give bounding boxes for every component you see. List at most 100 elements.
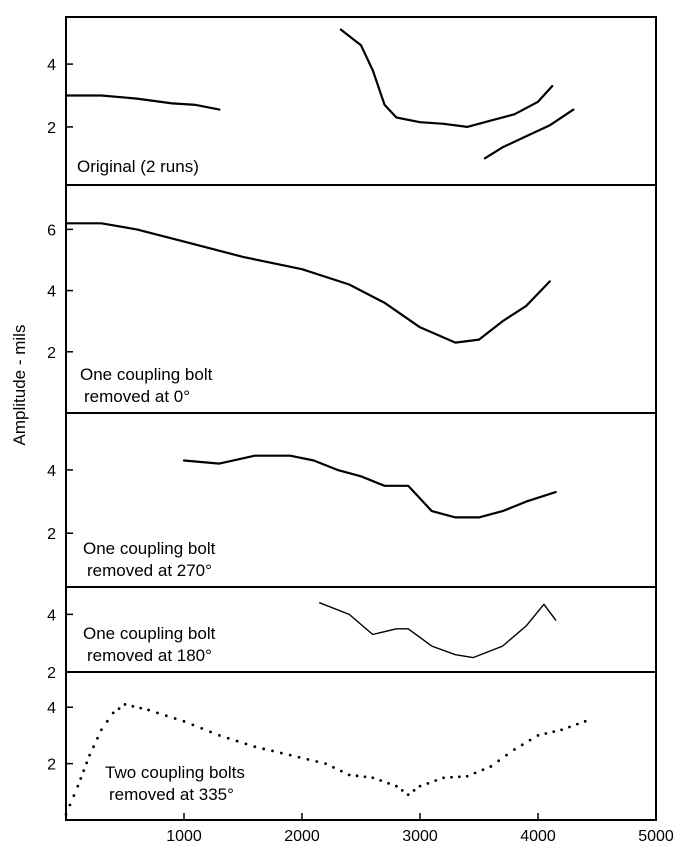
- data-point: [400, 789, 404, 792]
- y-tick-label: 2: [47, 526, 56, 543]
- y-tick-label: 4: [47, 463, 56, 480]
- y-axis-title: Amplitude - mils: [10, 325, 29, 446]
- data-point: [450, 775, 453, 779]
- data-point: [100, 728, 103, 732]
- series-line-1: [64, 94, 221, 111]
- data-point: [481, 768, 485, 772]
- data-point: [156, 711, 159, 715]
- data-point: [363, 775, 367, 779]
- data-point: [279, 751, 283, 755]
- data-point: [324, 762, 327, 766]
- panel-label: One coupling bolt: [83, 624, 216, 643]
- y-tick-label: 4: [47, 700, 56, 717]
- series-line-3: [483, 108, 575, 160]
- y-tick-label: 6: [47, 222, 56, 239]
- data-point: [92, 745, 95, 749]
- data-point: [332, 765, 335, 769]
- data-point: [513, 748, 516, 751]
- data-point: [442, 776, 445, 780]
- data-point: [395, 784, 398, 788]
- data-point: [544, 732, 548, 735]
- panel-1: 2 4 Original (2 runs): [47, 28, 575, 176]
- y-tick-label: 4: [47, 607, 56, 624]
- data-point: [96, 736, 99, 740]
- y-tick-label: 4: [47, 284, 56, 301]
- data-point: [457, 775, 461, 779]
- data-point: [497, 759, 501, 763]
- data-point: [426, 781, 430, 785]
- panel-label: removed at 270°: [87, 561, 212, 580]
- data-point: [173, 717, 177, 720]
- data-point: [79, 777, 83, 780]
- series-line-2: [339, 28, 554, 129]
- data-point: [528, 738, 532, 742]
- data-point: [315, 760, 319, 763]
- data-point: [147, 708, 151, 712]
- plot-frame: [65, 16, 657, 821]
- data-point: [489, 765, 493, 768]
- data-point: [505, 753, 508, 757]
- data-point: [465, 774, 469, 778]
- panel-label: removed at 0°: [84, 387, 190, 406]
- data-point: [85, 761, 89, 765]
- data-point: [406, 793, 410, 797]
- data-point: [200, 726, 204, 730]
- data-point: [218, 734, 221, 737]
- data-point: [520, 743, 524, 747]
- data-point: [536, 734, 540, 737]
- data-point: [76, 784, 80, 788]
- x-tick-label: 5000: [638, 828, 674, 845]
- panel-label: One coupling bolt: [80, 365, 213, 384]
- data-point: [123, 703, 127, 706]
- data-point: [164, 714, 168, 718]
- data-point: [191, 723, 195, 727]
- data-point: [253, 745, 257, 749]
- data-point: [583, 719, 587, 723]
- data-point: [271, 749, 274, 753]
- data-point: [88, 753, 91, 757]
- data-point: [105, 719, 109, 723]
- data-point: [355, 774, 359, 778]
- data-point: [182, 719, 186, 723]
- data-point: [72, 794, 76, 797]
- data-point: [262, 747, 266, 751]
- data-point: [387, 781, 390, 785]
- data-point: [371, 776, 375, 780]
- data-point: [235, 739, 239, 743]
- x-axis: 1000 2000 3000 4000 5000: [166, 813, 674, 845]
- panel-dividers: [66, 184, 656, 673]
- panels: 2 4 Original (2 runs) 2 4 6 One coupling bolt r…: [47, 28, 587, 816]
- panel-label: One coupling bolt: [83, 539, 216, 558]
- data-point: [64, 812, 68, 816]
- data-point: [306, 757, 310, 761]
- data-point: [131, 704, 135, 708]
- data-point: [68, 803, 72, 807]
- panel-4: 2 4 One coupling bolt removed at 180°: [47, 602, 557, 682]
- panel-label: Two coupling bolts: [105, 763, 245, 782]
- data-point: [434, 779, 438, 782]
- data-point: [139, 706, 143, 710]
- data-point: [244, 742, 248, 746]
- panel-5: 2 4 Two coupling bolts removed at 335°: [47, 700, 587, 816]
- x-tick-label: 4000: [520, 828, 556, 845]
- y-tick-label: 2: [47, 757, 56, 774]
- data-point: [209, 730, 212, 734]
- y-tick-label: 4: [47, 57, 56, 74]
- x-tick-label: 2000: [284, 828, 320, 845]
- data-point: [552, 730, 556, 734]
- data-point: [288, 753, 292, 757]
- data-point: [473, 771, 477, 775]
- data-point: [418, 784, 422, 788]
- panel-2: 2 4 6 One coupling bolt removed at 0°: [47, 222, 551, 406]
- panel-3: 2 4 One coupling bolt removed at 270°: [47, 454, 557, 580]
- x-tick-label: 1000: [166, 828, 202, 845]
- data-point: [347, 773, 351, 777]
- series-line-1: [319, 602, 557, 659]
- y-tick-label: 2: [47, 665, 56, 682]
- x-tick-label: 3000: [402, 828, 438, 845]
- data-point: [117, 707, 121, 711]
- data-point: [379, 779, 383, 782]
- series-line-1: [182, 454, 557, 519]
